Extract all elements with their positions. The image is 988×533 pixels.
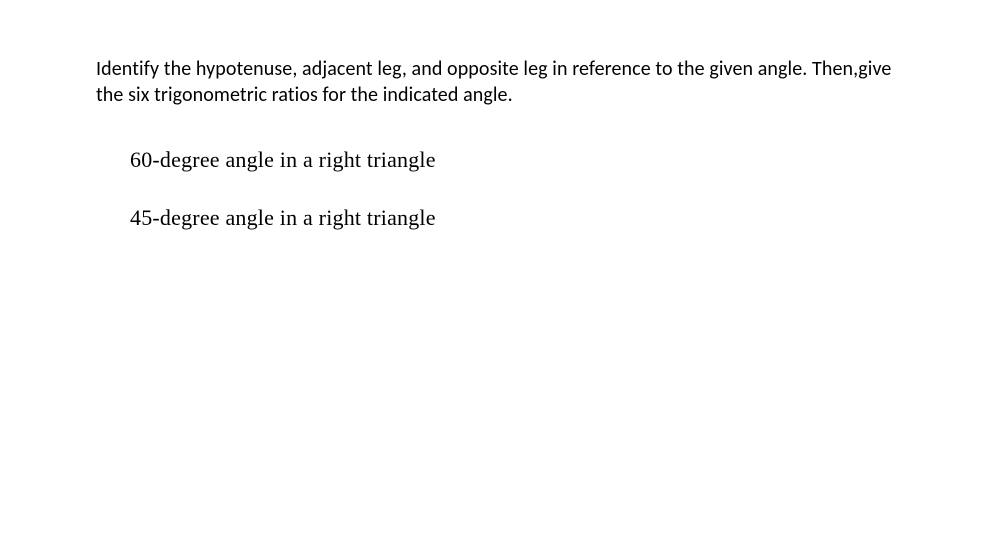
problem-45-degree: 45-degree angle in a right triangle xyxy=(130,205,436,231)
instruction-text: Identify the hypotenuse, adjacent leg, a… xyxy=(96,56,916,108)
document-page: Identify the hypotenuse, adjacent leg, a… xyxy=(0,0,988,533)
problem-60-degree: 60-degree angle in a right triangle xyxy=(130,147,436,173)
